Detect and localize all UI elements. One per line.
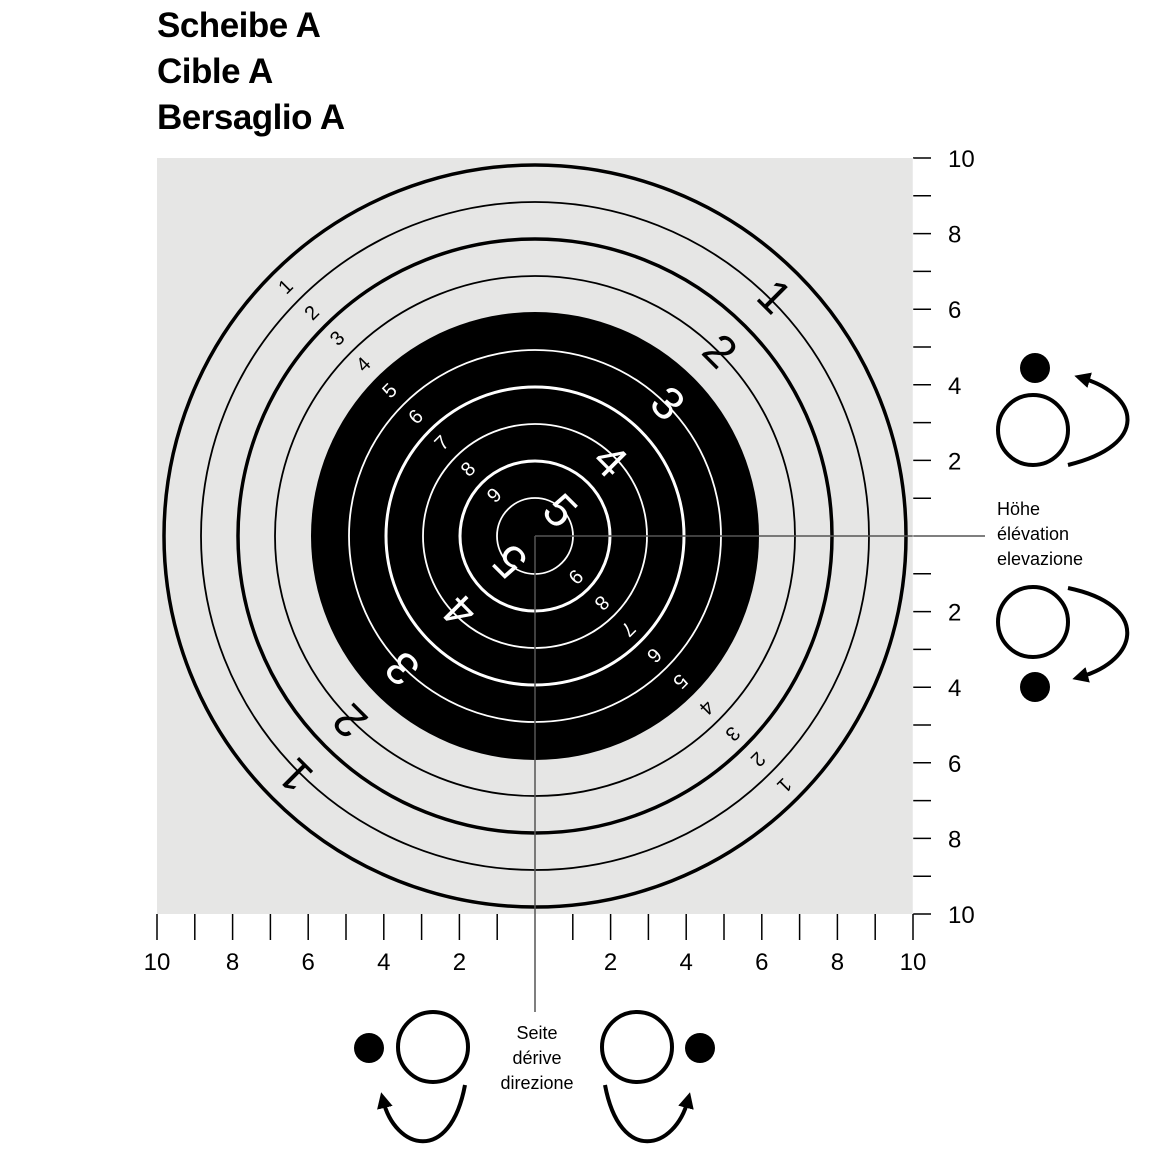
right-axis-label: 10	[948, 146, 975, 173]
bottom-axis-label: 6	[302, 949, 315, 976]
bottom-axis-label: 10	[144, 949, 171, 976]
bottom-axis-label: 8	[226, 949, 239, 976]
bottom-axis-label: 2	[453, 949, 466, 976]
title-french: Cible A	[157, 52, 273, 91]
windage-label-de: Seite	[516, 1023, 557, 1043]
right-axis-label: 4	[948, 675, 961, 702]
title-german: Scheibe A	[157, 6, 321, 45]
right-axis-label: 6	[948, 751, 961, 778]
right-axis-label: 4	[948, 373, 961, 400]
bottom-axis-label: 2	[604, 949, 617, 976]
axes: 10 10 8 8 6 6 4 4 2 2 2 2 4 4 6 6 8 8 10 10	[144, 146, 975, 976]
bottom-axis-label: 8	[831, 949, 844, 976]
right-axis-label: 8	[948, 826, 961, 853]
right-axis-label: 2	[948, 448, 961, 475]
bottom-axis-label: 6	[755, 949, 768, 976]
right-axis-label: 6	[948, 297, 961, 324]
bottom-axis-label: 4	[377, 949, 390, 976]
title-italian: Bersaglio A	[157, 98, 345, 137]
right-axis-label: 2	[948, 600, 961, 627]
windage-right-icon	[600, 1010, 715, 1144]
elevation-label-de: Höhe	[997, 499, 1040, 519]
elevation-label-fr: élévation	[997, 524, 1069, 544]
windage-label-it: direzione	[500, 1073, 573, 1093]
elevation-label-it: elevazione	[997, 549, 1083, 569]
right-axis-label: 8	[948, 222, 961, 249]
elevation-down-icon	[996, 585, 1130, 702]
bottom-axis-label: 4	[680, 949, 693, 976]
windage-left-icon	[354, 1010, 470, 1144]
elevation-up-icon	[996, 353, 1130, 467]
bottom-axis-label: 10	[900, 949, 927, 976]
right-axis-label: 10	[948, 902, 975, 929]
windage-label-fr: dérive	[512, 1048, 561, 1068]
